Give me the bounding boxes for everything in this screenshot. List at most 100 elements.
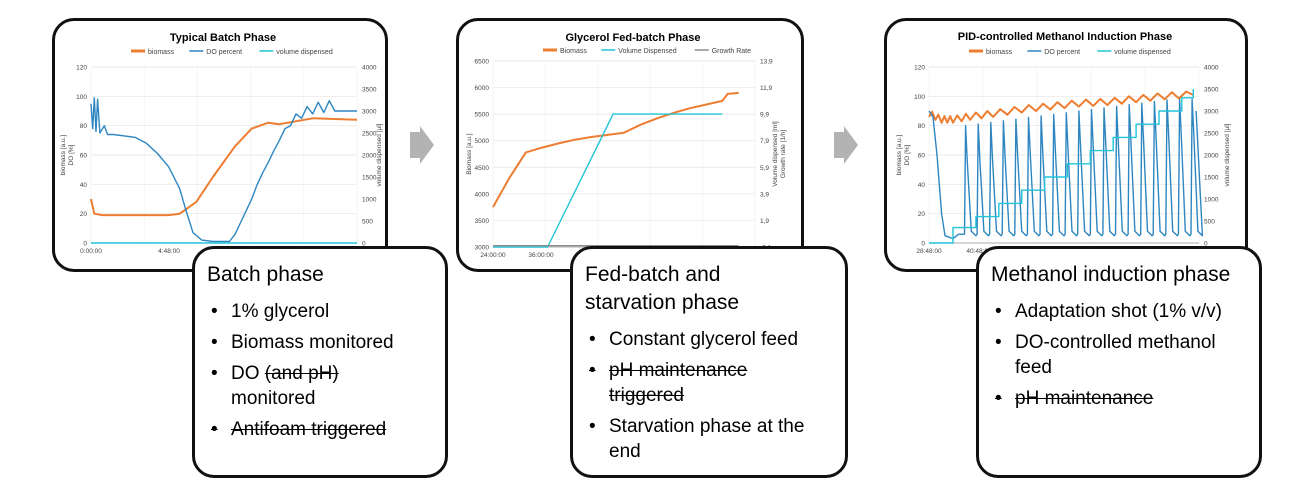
right-tick-label: 0 <box>362 241 366 248</box>
batch-chart-svg: Typical Batch Phase biomass DO percent vol… <box>60 32 383 263</box>
left-tick-label: 20 <box>918 211 926 218</box>
bullet-item: Biomass monitored <box>211 330 431 355</box>
left-tick-label: 120 <box>914 65 925 72</box>
methanol-chart-panel: PID-controlled Methanol Induction Phase … <box>884 18 1248 272</box>
legend-label: Volume Dispensed <box>618 48 676 55</box>
legend-label: volume dispensed <box>1114 49 1171 56</box>
right-tick-label: 1000 <box>1204 197 1219 204</box>
right-tick-label: 13,9 <box>760 59 773 66</box>
legend-label: biomass <box>986 49 1013 56</box>
fedbatch-chart-svg: Glycerol Fed-batch Phase Biomass Volume D… <box>466 32 787 259</box>
right-tick-label: 1500 <box>1204 175 1219 182</box>
right-tick-label: 500 <box>362 219 373 226</box>
right-tick-label: 3000 <box>362 109 377 116</box>
right-axis-label: Volume dispensed [ml] <box>772 121 779 187</box>
fedbatch-phase-title: Fed-batch and starvation phase <box>585 263 740 314</box>
bullet-item: Starvation phase at the end <box>589 414 835 464</box>
left-axis-label: DO [%] <box>904 144 911 165</box>
left-tick-label: 5000 <box>475 138 490 145</box>
right-tick-label: 4000 <box>362 65 377 72</box>
right-tick-label: 4000 <box>1204 65 1219 72</box>
right-tick-label: 3000 <box>1204 109 1219 116</box>
bullet-item-struck: Antifoam triggered <box>211 417 431 442</box>
fedbatch-phase-bullets: Constant glycerol feed pH maintenance tr… <box>585 327 831 464</box>
left-tick-label: 100 <box>914 94 925 101</box>
left-tick-label: 3000 <box>475 245 490 252</box>
bullet-item-struck: pH maintenance <box>995 386 1245 411</box>
series-line-volume-dispensed <box>929 89 1194 244</box>
left-tick-label: 0 <box>921 241 925 248</box>
x-tick-label: 4:48:00 <box>158 248 180 255</box>
right-tick-label: 2000 <box>362 153 377 160</box>
left-tick-label: 4000 <box>475 191 490 198</box>
left-tick-label: 80 <box>80 123 88 130</box>
fedbatch-phase-box: Fed-batch and starvation phase Constant … <box>570 246 848 478</box>
right-tick-label: 1,9 <box>760 218 769 225</box>
series-line-do-percent <box>928 98 1204 240</box>
bullet-item: DO (and pH) monitored <box>211 361 431 411</box>
methanol-phase-bullets: Adaptation shot (1% v/v) DO-controlled m… <box>991 299 1245 411</box>
left-tick-label: 3500 <box>475 218 490 225</box>
struck-text: (and pH) <box>264 363 339 384</box>
right-tick-label: 1000 <box>362 197 377 204</box>
series-line-biomass <box>492 91 739 208</box>
right-axis-label: volume dispensed [µl] <box>1224 123 1231 186</box>
left-tick-label: 20 <box>80 211 88 218</box>
right-tick-label: 2000 <box>1204 153 1219 160</box>
series-line-biomass <box>928 90 1194 124</box>
left-tick-label: 100 <box>76 94 87 101</box>
legend-label: Growth Rate <box>712 48 751 55</box>
x-tick-label: 24:00:00 <box>480 252 506 259</box>
right-axis-label: Growth rate [1/h] <box>780 130 787 179</box>
legend-label: biomass <box>148 49 175 56</box>
x-tick-label: 28:48:00 <box>916 248 942 255</box>
chart-title: Typical Batch Phase <box>170 32 276 44</box>
left-tick-label: 40 <box>918 182 926 189</box>
bullet-item: Adaptation shot (1% v/v) <box>995 299 1245 324</box>
x-tick-label: 0:00:00 <box>80 248 102 255</box>
batch-phase-box: Batch phase 1% glycerol Biomass monitore… <box>192 246 448 478</box>
left-tick-label: 80 <box>918 123 926 130</box>
bullet-text: DO <box>231 363 265 384</box>
batch-phase-title: Batch phase <box>207 263 324 286</box>
left-tick-label: 40 <box>80 182 88 189</box>
right-tick-label: 0 <box>1204 241 1208 248</box>
right-axis-label: volume dispensed [µl] <box>376 123 383 186</box>
right-tick-label: 2500 <box>362 131 377 138</box>
arrow-right-icon <box>834 126 858 164</box>
series-line-volume-dispensed <box>493 113 723 248</box>
bullet-text: monitored <box>231 388 316 409</box>
left-tick-label: 60 <box>918 153 926 160</box>
series-line-biomass <box>90 117 358 217</box>
batch-chart-panel: Typical Batch Phase biomass DO percent vol… <box>52 18 388 272</box>
right-tick-label: 3500 <box>1204 87 1219 94</box>
right-tick-label: 5,9 <box>760 165 769 172</box>
chart-title: Glycerol Fed-batch Phase <box>565 32 700 44</box>
arrow-right-shape <box>410 126 434 164</box>
left-tick-label: 6500 <box>475 59 490 66</box>
methanol-phase-title: Methanol induction phase <box>991 263 1231 286</box>
bullet-item: 1% glycerol <box>211 299 431 324</box>
bullet-item: Constant glycerol feed <box>589 327 831 352</box>
left-tick-label: 0 <box>83 241 87 248</box>
legend-label: DO percent <box>206 49 242 56</box>
left-tick-label: 6000 <box>475 85 490 92</box>
left-tick-label: 60 <box>80 153 88 160</box>
right-tick-label: 3,9 <box>760 191 769 198</box>
right-tick-label: 1500 <box>362 175 377 182</box>
legend-label: Biomass <box>560 48 587 55</box>
right-tick-label: 9,9 <box>760 112 769 119</box>
left-axis-label: biomass [a.u.] <box>60 135 67 176</box>
series-line-do-percent <box>90 97 357 243</box>
chart-title: PID-controlled Methanol Induction Phase <box>958 31 1173 43</box>
batch-phase-bullets: 1% glycerol Biomass monitored DO (and pH… <box>207 299 431 442</box>
x-tick-label: 40:48:00 <box>966 248 992 255</box>
right-tick-label: 7,9 <box>760 138 769 145</box>
right-tick-label: 500 <box>1204 219 1215 226</box>
fedbatch-chart-panel: Glycerol Fed-batch Phase Biomass Volume D… <box>456 18 804 272</box>
legend-label: DO percent <box>1044 49 1080 56</box>
arrow-right-shape <box>834 126 858 164</box>
bullet-item-struck: pH maintenance triggered <box>589 358 779 408</box>
right-tick-label: 3500 <box>362 87 377 94</box>
x-tick-label: 36:00:00 <box>528 252 554 259</box>
